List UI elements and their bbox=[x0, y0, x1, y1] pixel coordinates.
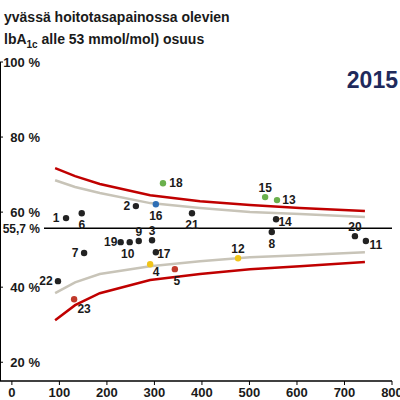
point-label: 10 bbox=[121, 247, 135, 261]
y-tick bbox=[0, 137, 3, 138]
point bbox=[71, 296, 77, 302]
x-tick-label: 0 bbox=[8, 385, 15, 400]
point bbox=[117, 239, 123, 245]
subtitle-sub: 1c bbox=[27, 39, 39, 50]
point-label: 22 bbox=[39, 274, 53, 288]
subtitle-part: alle 53 mmol/mol) osuus bbox=[38, 31, 205, 47]
point-label: 15 bbox=[258, 181, 272, 195]
point bbox=[189, 210, 195, 216]
point bbox=[133, 203, 139, 209]
subtitle: lbA1c alle 53 mmol/mol) osuus bbox=[4, 31, 204, 50]
x-tick-label: 300 bbox=[144, 385, 166, 400]
point-labels: 1234567891011121314151617181920212223 bbox=[39, 176, 382, 316]
mean-label: 55,7 % bbox=[3, 222, 41, 236]
y-tick bbox=[0, 212, 3, 213]
x-tick-label: 600 bbox=[286, 385, 308, 400]
y-tick bbox=[0, 287, 3, 288]
y-tick-label: 20 % bbox=[10, 355, 40, 370]
point-label: 23 bbox=[77, 302, 91, 316]
funnel-line bbox=[55, 168, 365, 211]
marks bbox=[55, 168, 369, 320]
x-tick-label: 200 bbox=[96, 385, 118, 400]
point bbox=[274, 197, 280, 203]
title: yvässä hoitotasapainossa olevien bbox=[4, 9, 230, 25]
point bbox=[81, 250, 87, 256]
point bbox=[55, 278, 61, 284]
point-label: 8 bbox=[268, 237, 275, 251]
point bbox=[153, 201, 159, 207]
point-label: 5 bbox=[174, 274, 181, 288]
point bbox=[172, 266, 178, 272]
point-label: 7 bbox=[72, 246, 79, 260]
point-label: 19 bbox=[104, 235, 118, 249]
mean-line bbox=[44, 228, 392, 230]
point-label: 3 bbox=[149, 224, 156, 238]
point bbox=[79, 210, 85, 216]
point-label: 9 bbox=[135, 225, 142, 239]
y-axis bbox=[0, 62, 1, 381]
point bbox=[127, 239, 133, 245]
point-label: 16 bbox=[149, 209, 163, 223]
funnel-line bbox=[55, 180, 365, 217]
point-label: 12 bbox=[231, 242, 245, 256]
x-tick-label: 800 bbox=[381, 385, 400, 400]
x-tick-label: 700 bbox=[334, 385, 356, 400]
y-tick-label: 80 % bbox=[10, 130, 40, 145]
y-tick-label: 40 % bbox=[10, 280, 40, 295]
y-tick bbox=[0, 362, 3, 363]
x-tick-label: 100 bbox=[49, 385, 71, 400]
chart: yvässä hoitotasapainossa olevien lbA1c al… bbox=[0, 0, 400, 400]
x-axis bbox=[0, 380, 392, 382]
point-label: 21 bbox=[185, 218, 199, 232]
point-label: 13 bbox=[282, 193, 296, 207]
point-label: 4 bbox=[153, 265, 160, 279]
funnel-line bbox=[55, 262, 365, 320]
point bbox=[269, 229, 275, 235]
point-label: 2 bbox=[124, 199, 131, 213]
point-label: 6 bbox=[78, 218, 85, 232]
year-annotation: 2015 bbox=[347, 67, 398, 93]
x-tick-label: 400 bbox=[191, 385, 213, 400]
x-tick-label: 500 bbox=[239, 385, 261, 400]
subtitle-part: lbA bbox=[4, 31, 27, 47]
point bbox=[363, 238, 369, 244]
point-label: 17 bbox=[157, 247, 171, 261]
point-label: 1 bbox=[53, 211, 60, 225]
point bbox=[160, 180, 166, 186]
point-label: 18 bbox=[169, 176, 183, 190]
point-label: 20 bbox=[348, 220, 362, 234]
point-label: 11 bbox=[370, 238, 383, 252]
point bbox=[63, 215, 69, 221]
y-tick-label: 100 % bbox=[3, 55, 40, 70]
y-tick-label: 60 % bbox=[10, 205, 40, 220]
point-label: 14 bbox=[278, 215, 292, 229]
